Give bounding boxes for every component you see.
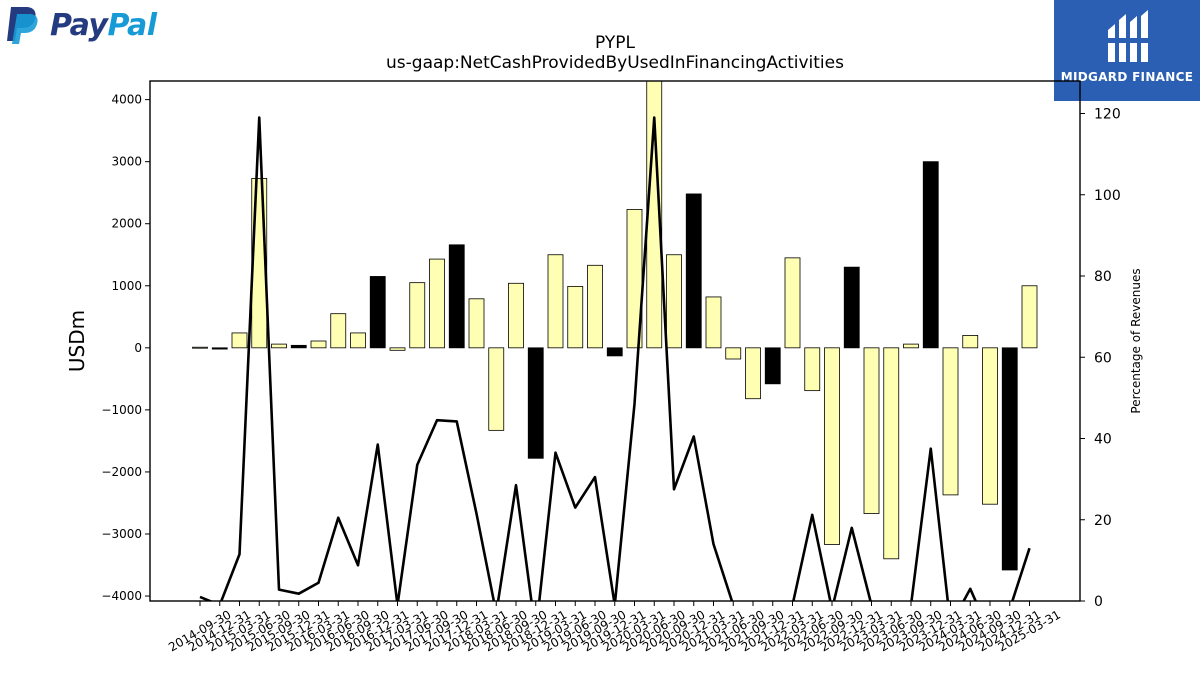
bar-2024-03-31 — [942, 347, 959, 496]
bar-2018-06-30 — [488, 347, 505, 431]
bar-2014-12-31 — [211, 347, 228, 350]
bar-2025-03-31 — [1021, 285, 1038, 349]
bar-2020-06-30 — [646, 81, 663, 349]
plot-frame — [149, 80, 1081, 602]
bar-2022-03-31 — [784, 257, 801, 349]
midgard-emblem-icon — [1104, 10, 1152, 62]
bar-2016-06-30 — [330, 313, 347, 349]
line-series — [199, 116, 1031, 601]
y-tick-label: −4000 — [101, 589, 142, 603]
bar-2015-09-30 — [271, 343, 287, 349]
bar-2016-09-30 — [350, 332, 366, 349]
y2-tick-label: 120 — [1094, 107, 1121, 123]
paypal-logo-text-pal: Pal — [107, 8, 157, 43]
bar-2018-12-31 — [527, 347, 544, 459]
bar-2023-06-30 — [883, 347, 900, 560]
chart-title: PYPL — [595, 33, 636, 53]
paypal-logo-text-pay: Pay — [50, 8, 108, 43]
y2-tick-label: 60 — [1094, 350, 1112, 366]
axes: −4000 −3000 −2000 −1000 0 1000 2000 3000 4000 0 20… — [101, 80, 1121, 654]
bar-series — [192, 81, 1038, 571]
y2-tick-label: 80 — [1094, 269, 1112, 285]
chart-subtitle: us-gaap:NetCashProvidedByUsedInFinancing… — [386, 53, 844, 73]
paypal-logo: PayPal — [4, 4, 164, 44]
bar-2014-09-30 — [192, 346, 208, 349]
bar-2023-12-31 — [922, 161, 939, 349]
y-tick-label: 3000 — [111, 155, 142, 169]
bar-2020-12-31 — [685, 193, 702, 349]
bar-2021-06-30 — [725, 347, 742, 360]
y-axis-label: USDm — [65, 310, 89, 372]
bar-2020-09-30 — [666, 254, 682, 349]
midgard-finance-logo: MIDGARD FINANCE — [1054, 0, 1200, 101]
y2-tick-label: 100 — [1094, 188, 1121, 204]
y-tick-label: −1000 — [101, 403, 142, 417]
bar-2024-06-30 — [962, 335, 979, 349]
bar-2022-06-30 — [804, 347, 821, 392]
y2-tick-label: 40 — [1094, 432, 1112, 448]
y2-tick-label: 0 — [1094, 594, 1103, 610]
bar-2019-12-31 — [606, 347, 623, 357]
bar-2016-03-31 — [310, 340, 327, 349]
y-tick-label: 1000 — [111, 279, 142, 293]
bar-2021-03-31 — [705, 296, 722, 349]
bar-2018-09-30 — [508, 282, 524, 349]
y2-tick-label: 20 — [1094, 513, 1112, 529]
y-tick-label: 2000 — [111, 217, 142, 231]
bar-2023-09-30 — [903, 343, 919, 349]
bar-2018-03-31 — [468, 298, 485, 349]
bar-2024-12-31 — [1001, 347, 1018, 571]
bar-2021-12-31 — [764, 347, 781, 385]
y2-axis-label: Percentage of Revenues — [1129, 268, 1143, 413]
y-tick-label: −2000 — [101, 465, 142, 479]
bar-2016-12-31 — [369, 276, 386, 349]
bar-2022-12-31 — [843, 266, 860, 349]
bar-2017-12-31 — [448, 244, 465, 349]
bar-2024-09-30 — [982, 347, 998, 505]
bar-2021-09-30 — [745, 347, 761, 400]
y-tick-label: 4000 — [111, 93, 142, 107]
bar-2022-09-30 — [824, 347, 840, 545]
paypal-p-icon — [7, 7, 38, 44]
bar-2017-06-30 — [409, 282, 426, 349]
y-tick-label: 0 — [134, 341, 142, 355]
y-tick-label: −3000 — [101, 527, 142, 541]
bar-2015-12-31 — [290, 344, 307, 349]
percentage-of-revenues-line — [199, 116, 1031, 601]
bar-2023-03-31 — [863, 347, 880, 514]
bar-2019-03-31 — [547, 254, 564, 349]
midgard-logo-text: MIDGARD FINANCE — [1060, 70, 1194, 84]
bar-2019-06-30 — [567, 285, 584, 349]
bar-2017-03-31 — [389, 347, 406, 351]
bar-2019-09-30 — [587, 264, 603, 349]
bar-2017-09-30 — [429, 258, 445, 349]
bar-2015-03-31 — [231, 332, 248, 349]
